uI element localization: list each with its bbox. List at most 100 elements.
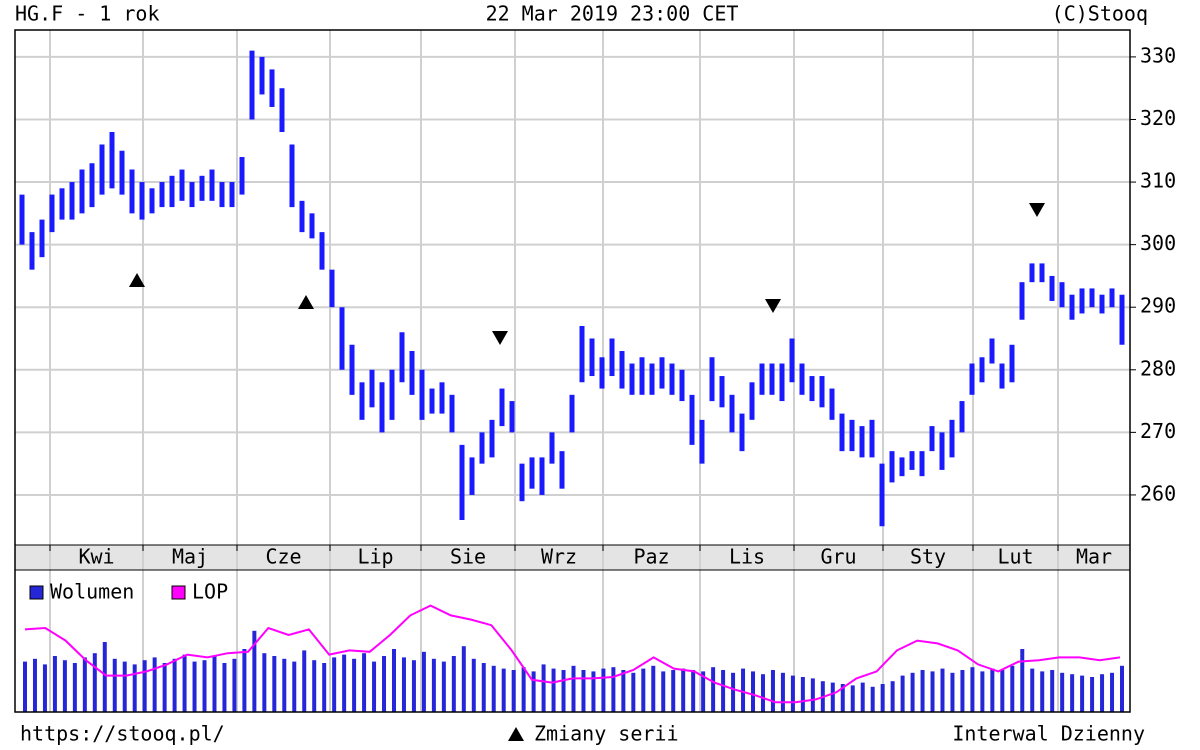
series-change-down <box>492 331 508 345</box>
volume-bar <box>611 667 616 712</box>
volume-bar <box>571 665 576 712</box>
volume-bar <box>132 664 137 712</box>
x-tick-label: Lut <box>997 545 1033 569</box>
volume-bar <box>42 664 47 712</box>
volume-bar <box>721 670 726 712</box>
x-tick-label: Lis <box>729 545 765 569</box>
y-tick-label: 290 <box>1140 294 1176 318</box>
volume-bar <box>790 675 795 712</box>
legend-swatch <box>29 585 44 600</box>
y-tick-label: 260 <box>1140 481 1176 505</box>
footer-link: https://stooq.pl/ <box>20 722 225 746</box>
volume-bar <box>272 656 277 712</box>
volume-bar <box>262 653 267 712</box>
legend-label: LOP <box>192 580 228 604</box>
volume-bar <box>860 682 865 712</box>
volume-bar <box>382 656 387 712</box>
legend-swatch <box>171 585 186 600</box>
x-tick-label: Sie <box>450 545 486 569</box>
volume-bar <box>760 674 765 712</box>
volume-bar <box>102 642 107 712</box>
x-tick-label: Gru <box>820 545 856 569</box>
volume-bar <box>1060 672 1065 712</box>
volume-bar <box>192 661 197 712</box>
volume-bar <box>1120 665 1124 712</box>
source: (C)Stooq <box>1052 2 1148 26</box>
volume-bar <box>850 685 855 712</box>
volume-bar <box>441 661 446 712</box>
volume-bar <box>401 657 406 712</box>
frame <box>14 29 1131 713</box>
volume-bar <box>561 670 566 712</box>
volume-bar <box>501 668 506 712</box>
volume-bar <box>82 657 87 712</box>
chart-title: HG.F - 1 rok <box>15 2 160 26</box>
volume-bar <box>631 672 636 712</box>
chart-subtitle: 22 Mar 2019 23:00 CET <box>486 2 739 26</box>
volume-bar <box>930 671 935 712</box>
volume-bar <box>681 668 686 712</box>
y-tick-label: 330 <box>1140 43 1176 67</box>
volume-bar <box>920 670 925 712</box>
volume-bar <box>531 671 536 712</box>
volume-bar <box>731 672 736 712</box>
volume-bar <box>23 661 27 712</box>
volume-bar <box>62 660 67 712</box>
volume-bar <box>352 658 357 712</box>
volume-bar <box>112 658 117 712</box>
volume-bar <box>651 665 656 712</box>
volume-bar <box>362 653 367 712</box>
volume-bar <box>222 663 227 712</box>
x-tick-label: Paz <box>633 545 669 569</box>
volume-bar <box>940 668 945 712</box>
series-change-down <box>765 299 781 313</box>
volume-bar <box>591 671 596 712</box>
volume-bar <box>1100 674 1105 712</box>
volume-bar <box>810 678 815 712</box>
volume-bar <box>292 661 297 712</box>
volume-bar <box>830 682 835 712</box>
volume-bar <box>182 654 187 712</box>
volume-bar <box>800 677 805 712</box>
volume-bar <box>322 663 327 712</box>
volume-bar <box>741 668 746 712</box>
volume-bar <box>691 670 696 712</box>
volume-bar <box>232 658 237 712</box>
volume-bar <box>491 665 496 712</box>
x-tick-label: Sty <box>910 545 946 569</box>
grid: Kwi Maj Cze Lip Sie Wrz Paz Lis Gru Sty Lut Mar 260 2… <box>15 30 1176 712</box>
volume-bar <box>32 658 37 712</box>
volume-bar <box>252 630 257 712</box>
volume-bar <box>391 649 396 712</box>
volume-bar <box>152 657 157 712</box>
volume-bar <box>1040 671 1045 712</box>
volume-bar <box>421 651 426 712</box>
volume-bar <box>212 656 217 712</box>
volume-bar <box>242 649 247 712</box>
volume-bar <box>52 656 57 712</box>
y-tick-label: 310 <box>1140 169 1176 193</box>
footer-note: Zmiany serii <box>534 722 679 746</box>
volume-bar <box>411 660 416 712</box>
volume-bar <box>551 668 556 712</box>
volume-bar <box>282 658 287 712</box>
volume-bar <box>541 664 546 712</box>
volume-bar <box>451 656 456 712</box>
series-change-up <box>129 273 145 287</box>
volume-bar <box>601 668 606 712</box>
volume-bar <box>312 660 317 712</box>
volume-bar <box>1090 677 1095 712</box>
volume-bar <box>671 670 676 712</box>
volume-bar <box>372 661 377 712</box>
volume-bar <box>481 663 486 712</box>
volume-bar <box>1050 670 1055 712</box>
x-tick-label: Lip <box>357 545 393 569</box>
volume-bar <box>900 675 905 712</box>
footer-interval: Interwal Dzienny <box>952 722 1145 746</box>
volume-bar <box>751 671 756 712</box>
volume-bar <box>302 650 307 712</box>
volume-bar <box>890 681 895 712</box>
volume-bar <box>770 670 775 712</box>
